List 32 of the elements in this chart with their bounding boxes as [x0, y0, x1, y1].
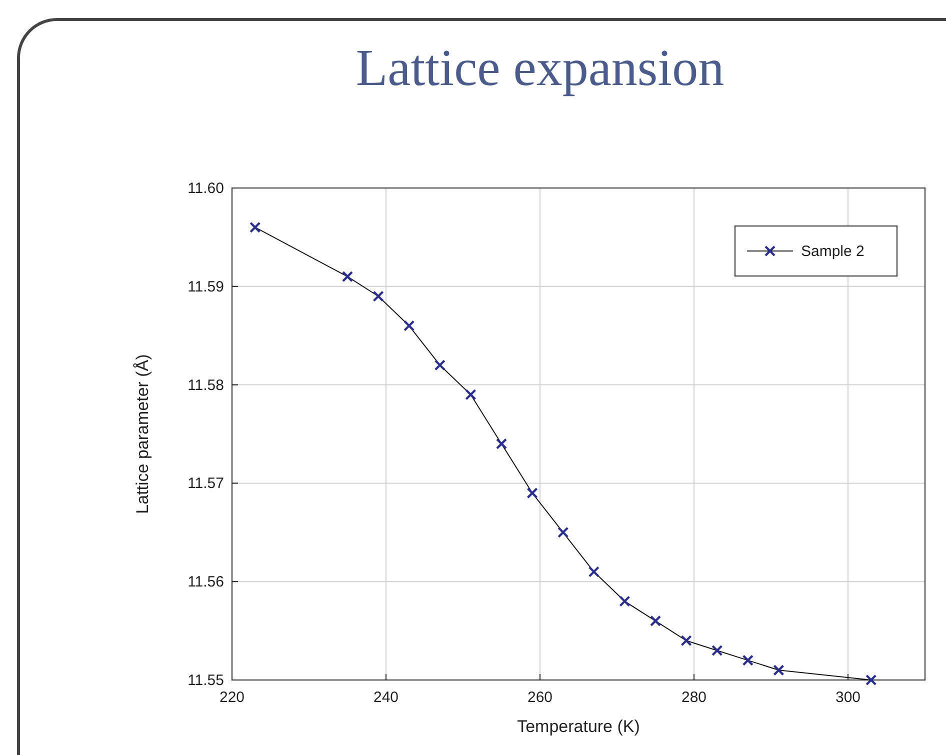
y-tick-label: 11.59 [188, 278, 224, 296]
y-tick-label: 11.58 [188, 376, 224, 394]
y-tick-label: 11.55 [188, 672, 224, 689]
legend-label: Sample 2 [801, 243, 864, 260]
point [680, 635, 692, 646]
point [712, 644, 723, 656]
point [496, 438, 508, 450]
x-tick-label: 260 [527, 689, 553, 706]
point [558, 526, 569, 538]
x-tick-label: 240 [373, 689, 399, 706]
point [619, 596, 630, 607]
point [404, 320, 415, 332]
chart-title: Lattice expansion [356, 40, 724, 97]
x-tick-label: 220 [219, 689, 245, 706]
point [588, 566, 600, 578]
y-axis-title: Lattice parameter (Å) [133, 354, 152, 514]
point [773, 664, 784, 676]
x-tick-label: 300 [835, 689, 861, 706]
point [342, 270, 354, 282]
point [250, 222, 261, 233]
point [372, 290, 384, 302]
point [465, 389, 476, 400]
point [526, 487, 538, 499]
y-tick-label: 11.56 [188, 574, 224, 591]
point [650, 615, 662, 627]
point [434, 360, 446, 371]
x-axis-title: Temperature (K) [517, 717, 640, 736]
point [742, 654, 754, 666]
x-tick-label: 280 [681, 689, 707, 706]
y-tick-label: 11.60 [188, 180, 224, 197]
y-tick-label: 11.57 [188, 475, 224, 492]
point [866, 674, 877, 686]
